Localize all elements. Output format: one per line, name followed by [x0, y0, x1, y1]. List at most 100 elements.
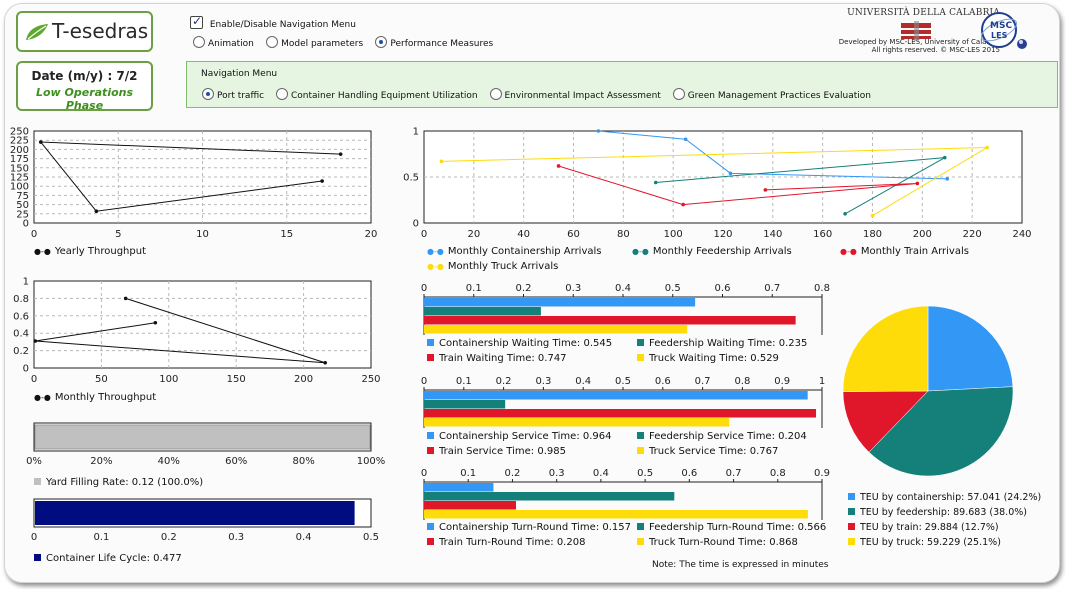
navigation-menu-panel: Navigation Menu Port traffic Container H…: [186, 61, 1058, 108]
radio-icon[interactable]: [193, 36, 205, 48]
phase-text: Low Operations Phase: [35, 86, 134, 112]
x-tick-label: 0.4: [593, 468, 609, 479]
nav-option-green-management[interactable]: Green Management Practices Evaluation: [670, 88, 871, 101]
series-line: [598, 130, 948, 180]
mode-option-animation[interactable]: Animation: [190, 36, 254, 49]
radio-selected-icon[interactable]: [375, 36, 388, 48]
bar: [424, 316, 796, 325]
x-tick-label: 100: [159, 374, 178, 385]
legend-truck-turnround: Truck Turn-Round Time: 0.868: [637, 537, 798, 548]
legend-swatch: [427, 447, 434, 454]
mode-option-performance-measures[interactable]: Performance Measures: [372, 36, 494, 49]
line-marker-icon: ●-●: [632, 247, 649, 256]
x-tick-label: 0.6: [681, 468, 697, 479]
mode-option-model-parameters[interactable]: Model parameters: [263, 36, 363, 49]
legend-label: TEU by train: 29.884 (12.7%): [860, 522, 999, 533]
pie-slice: [842, 305, 929, 392]
x-tick-label: 0.8: [814, 283, 830, 294]
nav-option-label: Container Handling Equipment Utilization: [290, 91, 478, 101]
data-point: [38, 140, 43, 144]
data-point: [915, 181, 920, 186]
svg-text:MSC: MSC: [990, 21, 1012, 31]
data-point: [320, 179, 324, 183]
nav-toggle-checkbox[interactable]: ✓: [190, 14, 203, 29]
legend-train-turnround: Train Turn-Round Time: 0.208: [427, 537, 585, 548]
x-tick-label: 60%: [225, 456, 247, 467]
nav-option-port-traffic[interactable]: Port traffic: [199, 88, 265, 101]
x-tick-label: 0: [421, 229, 427, 240]
mode-option-label: Performance Measures: [390, 39, 494, 49]
legend-swatch: [637, 447, 644, 454]
legend-container-life-cycle: Container Life Cycle: 0.477: [34, 553, 182, 564]
data-point: [942, 155, 947, 160]
y-tick-label: 75: [16, 191, 29, 202]
bar: [424, 483, 494, 492]
nav-option-label: Port traffic: [217, 91, 265, 101]
developer-line-2: All rights reserved. © MSC-LES 2015: [871, 46, 1000, 54]
legend-label: Train Service Time: 0.985: [439, 446, 566, 457]
app-logo: T-esedras: [16, 11, 153, 52]
data-point: [683, 137, 688, 142]
legend-feedership-turnround: Feedership Turn-Round Time: 0.566: [637, 522, 826, 533]
legend-train-waiting: Train Waiting Time: 0.747: [427, 353, 567, 364]
bar: [424, 418, 730, 427]
legend-feedership-arrivals: ●-● Monthly Feedership Arrivals: [632, 246, 792, 257]
x-tick-label: 0.1: [456, 376, 472, 387]
data-point: [681, 202, 685, 207]
x-tick-label: 240: [1012, 229, 1031, 240]
radio-icon[interactable]: [266, 36, 279, 48]
data-point: [123, 296, 128, 301]
radio-icon[interactable]: [672, 88, 685, 100]
legend-teu-truck: TEU by truck: 59.229 (25.1%): [848, 537, 1001, 548]
y-tick-label: 0: [23, 219, 29, 230]
nav-toggle[interactable]: ✓ Enable/Disable Navigation Menu: [190, 14, 356, 30]
legend-swatch: [848, 523, 855, 530]
bar: [424, 325, 688, 334]
x-tick-label: 180: [863, 229, 882, 240]
x-tick-label: 50: [95, 374, 108, 385]
legend-containership-arrivals: ●-● Monthly Containership Arrivals: [427, 246, 602, 257]
line-marker-icon: ●-●: [840, 247, 857, 256]
y-tick-label: 0.4: [13, 329, 29, 340]
x-tick-label: 0.7: [695, 376, 711, 387]
time-unit-note: Note: The time is expressed in minutes: [652, 560, 829, 570]
x-tick-label: 100%: [357, 456, 386, 467]
x-tick-label: 0.2: [496, 376, 512, 387]
plot-area: [33, 280, 372, 369]
radio-icon[interactable]: [489, 88, 502, 100]
data-point: [843, 212, 847, 216]
y-tick-label: 100: [10, 182, 29, 193]
data-point: [985, 145, 989, 150]
legend-train-service: Train Service Time: 0.985: [427, 446, 566, 457]
legend-containership-turnround: Containership Turn-Round Time: 0.157: [427, 522, 631, 533]
nav-option-environmental-impact[interactable]: Environmental Impact Assessment: [487, 88, 661, 101]
bar: [424, 298, 696, 307]
data-point: [323, 360, 327, 365]
navigation-radio-group: Port traffic Container Handling Equipmen…: [199, 88, 877, 101]
x-tick-label: 0.8: [734, 376, 750, 387]
legend-yearly-throughput: ●-● Yearly Throughput: [34, 246, 146, 257]
msc-les-logo-icon: MSC LES: [980, 12, 1027, 49]
x-tick-label: 0.5: [615, 376, 631, 387]
x-tick-label: 0.3: [228, 532, 244, 543]
x-tick-label: 140: [763, 229, 782, 240]
legend-label: Container Life Cycle: 0.477: [46, 553, 182, 564]
navigation-menu-title: Navigation Menu: [201, 69, 278, 79]
nav-option-equipment-utilization[interactable]: Container Handling Equipment Utilization: [273, 88, 478, 101]
radio-icon[interactable]: [275, 88, 288, 100]
legend-label: TEU by truck: 59.229 (25.1%): [860, 537, 1001, 548]
legend-swatch: [34, 478, 41, 485]
x-tick-label: 0: [421, 468, 427, 479]
x-tick-label: 80: [617, 229, 630, 240]
legend-swatch: [637, 339, 644, 346]
bar: [424, 501, 516, 510]
x-tick-label: 0.3: [549, 468, 565, 479]
line-marker-icon: ●-●: [34, 393, 51, 402]
university-name: UNIVERSITÀ DELLA CALABRIA: [847, 8, 1000, 18]
x-tick-label: 0.6: [655, 376, 671, 387]
legend-label: Truck Turn-Round Time: 0.868: [649, 537, 798, 548]
legend-truck-arrivals: ●-● Monthly Truck Arrivals: [427, 261, 558, 272]
nav-option-label: Environmental Impact Assessment: [504, 91, 661, 101]
legend-label: Train Waiting Time: 0.747: [439, 353, 567, 364]
radio-selected-icon[interactable]: [202, 88, 214, 100]
